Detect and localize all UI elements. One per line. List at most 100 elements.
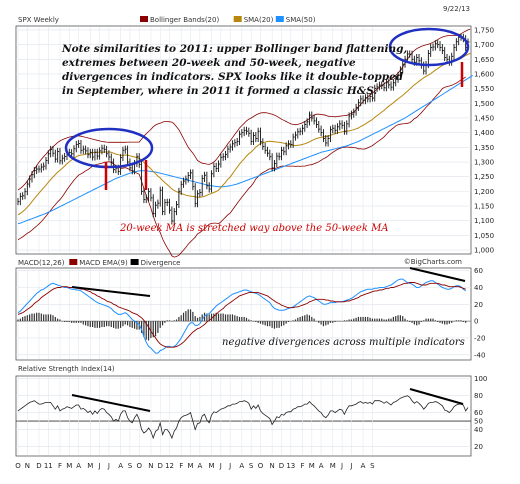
macd-divergence-bar <box>416 321 418 326</box>
main-note-line-1: Note similarities to 2011: upper Bolling… <box>61 43 407 55</box>
macd-divergence-bar <box>406 320 408 322</box>
macd-tick-label: 20 <box>474 301 483 309</box>
x-tick-label: S <box>249 462 254 470</box>
macd-divergence-bar <box>57 318 59 322</box>
macd-divergence-bar <box>180 315 182 322</box>
macd-divergence-bar <box>43 314 45 322</box>
macd-divergence-line-2011 <box>71 286 151 297</box>
macd-divergence-bar <box>173 320 175 322</box>
macd-divergence-bar <box>71 321 73 323</box>
x-tick-label: A <box>239 462 244 470</box>
macd-divergence-bar <box>192 311 194 322</box>
macd-divergence-bar <box>432 318 434 322</box>
macd-divergence-bar <box>250 320 252 322</box>
macd-divergence-bar <box>182 312 185 322</box>
price-tick-label: 1,350 <box>474 144 494 152</box>
macd-divergence-bar <box>17 319 19 322</box>
macd-divergence-bar <box>248 319 250 322</box>
upper-bollinger-band <box>17 28 471 191</box>
price-tick-label: 1,300 <box>474 159 494 167</box>
macd-divergence-bar <box>320 321 322 325</box>
macd-divergence-bar <box>75 321 77 323</box>
macd-divergence-bar <box>388 318 390 322</box>
x-tick-label: M <box>309 462 315 470</box>
macd-panel-frame <box>15 267 472 361</box>
macd-divergence-bar <box>52 315 54 322</box>
legend-swatch <box>233 16 242 22</box>
macd-divergence-bar <box>189 309 192 322</box>
x-tick-label: A <box>76 462 81 470</box>
rsi-tick-label: 50 <box>474 418 483 426</box>
macd-divergence-bar <box>143 321 145 338</box>
macd-divergence-bar <box>99 321 101 328</box>
macd-divergence-bar <box>54 316 56 322</box>
chart-date: 9/22/13 <box>443 5 470 13</box>
sma50-line <box>17 74 473 225</box>
macd-divergence-bar <box>168 320 171 322</box>
macd-divergence-bar <box>392 316 394 322</box>
macd-divergence-bar <box>213 313 215 322</box>
macd-divergence-bar <box>269 321 271 327</box>
macd-divergence-bar <box>418 321 420 325</box>
macd-tick-label: 0 <box>474 318 478 326</box>
x-tick-label: A <box>118 462 123 470</box>
macd-divergence-bar <box>82 321 84 325</box>
macd-divergence-bar <box>448 321 450 324</box>
macd-divergence-bar <box>33 313 35 322</box>
macd-divergence-bar <box>59 319 61 322</box>
macd-divergence-bar <box>411 321 413 323</box>
price-tick-label: 1,000 <box>474 247 494 255</box>
macd-divergence-bar <box>334 321 336 322</box>
macd-divergence-bar <box>390 318 392 322</box>
price-legend: Bollinger Bands(20) SMA(20) SMA(50) <box>140 16 316 24</box>
macd-divergence-bar <box>413 321 415 325</box>
macd-divergence-bar <box>381 318 383 322</box>
macd-divergence-bar <box>106 321 108 327</box>
macd-divergence-bar <box>24 316 26 322</box>
x-tick-label: 12 <box>165 462 174 470</box>
x-axis-labels: O N D 11 F M A M J J A S O N D 12 F M A M J J A S O N D 13 F M A M J J A S <box>15 462 375 470</box>
macd-divergence-bar <box>439 321 441 323</box>
macd-divergence-bar <box>397 315 399 322</box>
price-grid: 1,000 1,050 1,100 1,150 1,200 1,250 1,300 1,350… <box>16 26 494 255</box>
macd-divergence-bar <box>420 321 422 322</box>
macd-divergence-bar <box>276 321 278 328</box>
macd-grid: -40 -20 0 20 40 60 <box>16 267 485 359</box>
macd-divergence-bar <box>124 321 126 325</box>
macd-divergence-bar <box>262 321 264 325</box>
x-tick-label: 11 <box>44 462 53 470</box>
price-tick-label: 1,050 <box>474 232 494 240</box>
macd-divergence-bar <box>31 313 33 322</box>
macd-divergence-bar <box>154 321 157 337</box>
macd-divergence-bar <box>80 321 82 323</box>
macd-divergence-bar <box>94 321 96 328</box>
x-tick-label: J <box>98 462 101 470</box>
macd-divergence-bar <box>369 317 371 322</box>
macd-divergence-bar <box>273 321 276 329</box>
macd-divergence-bar <box>367 316 369 322</box>
macd-divergence-bar <box>371 318 374 322</box>
main-note-line-3: divergences in indicators. SPX looks lik… <box>62 71 404 83</box>
x-tick-label: N <box>270 462 275 470</box>
macd-divergence-bar <box>112 321 115 328</box>
macd-divergence-bar <box>85 321 87 326</box>
macd-divergence-bar <box>423 320 425 322</box>
rsi-panel-frame <box>15 375 472 457</box>
price-tick-label: 1,200 <box>474 188 494 196</box>
price-tick-label: 1,450 <box>474 114 494 122</box>
macd-divergence-bar <box>224 314 227 322</box>
rsi-line <box>17 395 469 440</box>
macd-divergence-bar <box>161 321 164 326</box>
macd-divergence-bar <box>280 321 283 327</box>
macd-divergence-bar <box>108 321 110 327</box>
price-bars <box>17 33 470 225</box>
macd-divergence-bar <box>92 321 94 328</box>
macd-divergence-bar <box>175 319 178 322</box>
macd-divergence-bar <box>26 315 28 322</box>
rsi-tick-label: 80 <box>474 392 483 400</box>
rsi-divergence-line-2011 <box>71 394 151 412</box>
macd-line <box>17 278 466 354</box>
macd-divergence-bar <box>47 314 49 322</box>
macd-divergence-bar <box>129 321 131 328</box>
price-tick-label: 1,650 <box>474 56 494 64</box>
